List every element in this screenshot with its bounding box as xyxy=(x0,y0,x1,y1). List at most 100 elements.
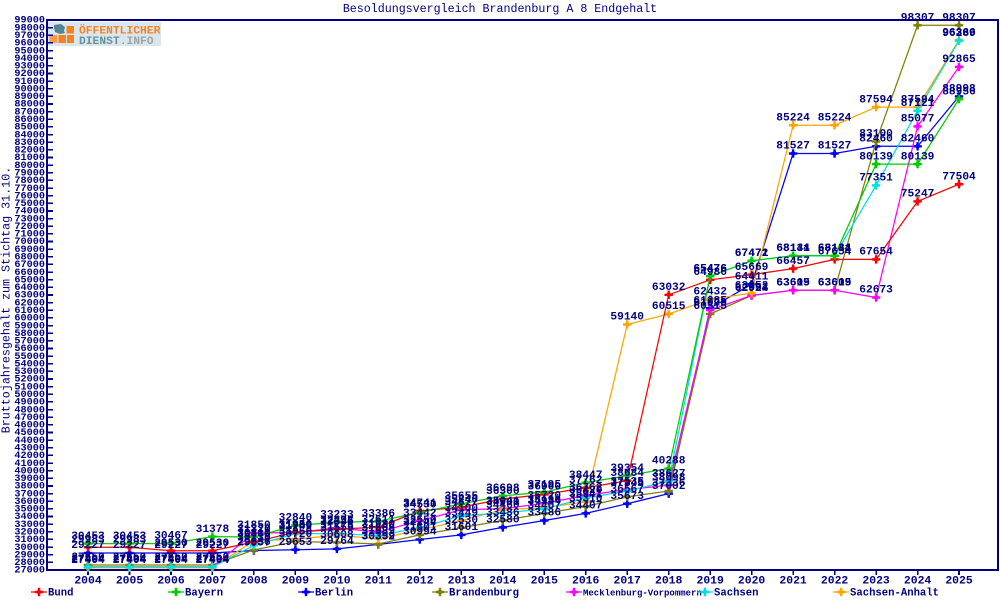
svg-text:37345: 37345 xyxy=(610,478,644,490)
svg-text:65476: 65476 xyxy=(693,263,727,275)
svg-text:81527: 81527 xyxy=(818,141,852,153)
svg-text:30399: 30399 xyxy=(362,531,396,543)
svg-text:67000: 67000 xyxy=(14,260,45,271)
svg-text:34100: 34100 xyxy=(445,503,479,515)
svg-text:29227: 29227 xyxy=(71,540,105,552)
svg-text:38447: 38447 xyxy=(569,470,603,482)
svg-text:Bruttojahresgehalt zum Stichta: Bruttojahresgehalt zum Stichtag 31.10. xyxy=(0,167,14,434)
svg-text:92000: 92000 xyxy=(14,69,45,80)
svg-text:80139: 80139 xyxy=(859,151,893,163)
svg-text:27000: 27000 xyxy=(14,566,45,577)
svg-text:48000: 48000 xyxy=(14,405,45,416)
svg-text:65669: 65669 xyxy=(735,262,769,274)
svg-text:51000: 51000 xyxy=(14,382,45,393)
svg-text:27404: 27404 xyxy=(154,555,188,567)
svg-text:56000: 56000 xyxy=(14,344,45,355)
svg-text:60515: 60515 xyxy=(652,301,686,313)
svg-text:62924: 62924 xyxy=(735,283,769,295)
svg-text:29557: 29557 xyxy=(237,538,271,550)
svg-text:40000: 40000 xyxy=(14,466,45,477)
svg-text:75247: 75247 xyxy=(901,189,935,201)
svg-text:77504: 77504 xyxy=(942,171,976,183)
svg-text:37002: 37002 xyxy=(652,481,686,493)
svg-text:97000: 97000 xyxy=(14,31,45,42)
svg-text:31601: 31601 xyxy=(403,522,437,534)
svg-text:58000: 58000 xyxy=(14,329,45,340)
svg-text:61285: 61285 xyxy=(693,295,727,307)
svg-text:29653: 29653 xyxy=(279,537,313,549)
svg-text:68000: 68000 xyxy=(14,253,45,264)
svg-text:34900: 34900 xyxy=(486,497,520,509)
svg-text:63252: 63252 xyxy=(735,280,769,292)
svg-text:40288: 40288 xyxy=(652,456,686,468)
svg-text:29983: 29983 xyxy=(113,534,147,546)
svg-text:29983: 29983 xyxy=(71,534,105,546)
svg-text:88956: 88956 xyxy=(942,86,976,98)
svg-text:59140: 59140 xyxy=(610,312,644,324)
svg-text:33486: 33486 xyxy=(528,508,562,520)
svg-text:81527: 81527 xyxy=(776,141,810,153)
svg-text:2005: 2005 xyxy=(116,576,144,588)
svg-text:87121: 87121 xyxy=(901,98,935,110)
svg-text:2011: 2011 xyxy=(365,576,393,588)
svg-text:29000: 29000 xyxy=(14,550,45,561)
svg-text:28000: 28000 xyxy=(14,558,45,569)
svg-text:39354: 39354 xyxy=(610,463,644,475)
svg-text:44000: 44000 xyxy=(14,436,45,447)
svg-text:96289: 96289 xyxy=(942,28,976,40)
svg-text:30660: 30660 xyxy=(237,529,271,541)
svg-text:37535: 37535 xyxy=(610,477,644,489)
svg-text:62432: 62432 xyxy=(693,287,727,299)
svg-text:2024: 2024 xyxy=(904,576,932,588)
svg-text:29764: 29764 xyxy=(320,536,354,548)
svg-text:82000: 82000 xyxy=(14,146,45,157)
svg-text:2022: 2022 xyxy=(821,576,849,588)
svg-text:74000: 74000 xyxy=(14,207,45,218)
svg-text:2023: 2023 xyxy=(862,576,890,588)
svg-text:79000: 79000 xyxy=(14,169,45,180)
svg-text:27404: 27404 xyxy=(154,554,188,566)
svg-text:60000: 60000 xyxy=(14,314,45,325)
svg-text:2025: 2025 xyxy=(945,576,973,588)
svg-text:38627: 38627 xyxy=(652,468,686,480)
svg-text:70000: 70000 xyxy=(14,237,45,248)
svg-text:36000: 36000 xyxy=(14,497,45,508)
svg-text:DIENST.INFO: DIENST.INFO xyxy=(79,36,154,48)
svg-text:30994: 30994 xyxy=(403,527,437,539)
svg-text:2004: 2004 xyxy=(74,576,102,588)
svg-text:34877: 34877 xyxy=(445,497,479,509)
svg-text:36900: 36900 xyxy=(528,482,562,494)
svg-text:67654: 67654 xyxy=(818,247,852,259)
svg-text:32498: 32498 xyxy=(320,515,354,527)
svg-text:30000: 30000 xyxy=(14,543,45,554)
svg-text:2007: 2007 xyxy=(199,576,227,588)
svg-text:2012: 2012 xyxy=(406,576,434,588)
svg-text:52000: 52000 xyxy=(14,375,45,386)
svg-text:38000: 38000 xyxy=(14,482,45,493)
svg-text:2017: 2017 xyxy=(614,576,642,588)
svg-text:62673: 62673 xyxy=(859,285,893,297)
svg-text:Brandenburg: Brandenburg xyxy=(449,588,519,600)
svg-text:2019: 2019 xyxy=(697,576,725,588)
svg-text:32244: 32244 xyxy=(403,517,437,529)
svg-text:85000: 85000 xyxy=(14,123,45,134)
svg-text:95000: 95000 xyxy=(14,46,45,57)
svg-text:Bund: Bund xyxy=(48,588,73,600)
svg-text:35000: 35000 xyxy=(14,505,45,516)
svg-text:75000: 75000 xyxy=(14,199,45,210)
svg-text:30352: 30352 xyxy=(362,532,396,544)
svg-text:53000: 53000 xyxy=(14,367,45,378)
svg-text:27404: 27404 xyxy=(71,554,105,566)
svg-text:55000: 55000 xyxy=(14,352,45,363)
svg-text:92865: 92865 xyxy=(942,54,976,66)
svg-text:35655: 35655 xyxy=(445,491,479,503)
svg-text:29636: 29636 xyxy=(237,537,271,549)
svg-text:27404: 27404 xyxy=(113,554,147,566)
svg-text:60515: 60515 xyxy=(693,301,727,313)
svg-text:27650: 27650 xyxy=(154,552,188,564)
svg-text:33486: 33486 xyxy=(486,508,520,520)
svg-text:2014: 2014 xyxy=(489,576,517,588)
svg-text:2016: 2016 xyxy=(572,576,600,588)
svg-text:37336: 37336 xyxy=(652,478,686,490)
svg-text:61000: 61000 xyxy=(14,306,45,317)
